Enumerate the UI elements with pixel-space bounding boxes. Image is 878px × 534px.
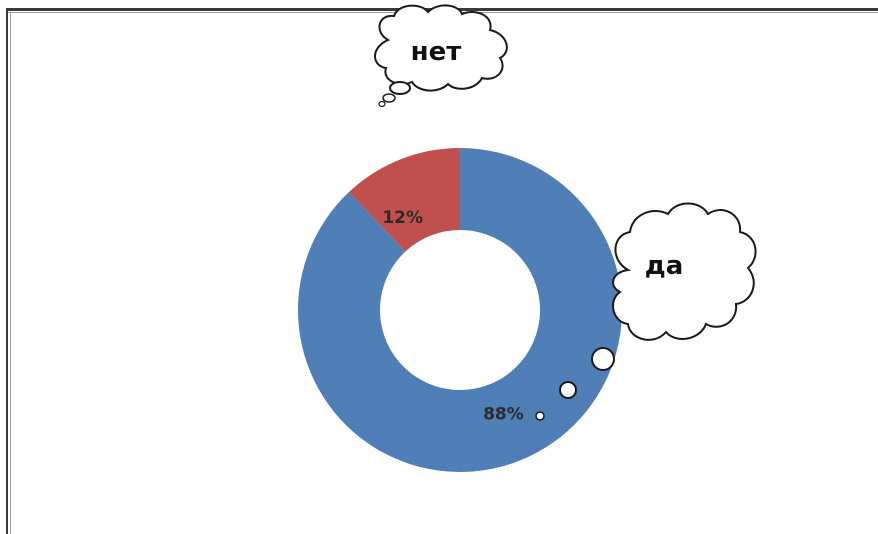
thought-bubble-medium bbox=[559, 381, 577, 399]
callout-cloud-net: нет bbox=[374, 4, 508, 108]
thought-bubble-small bbox=[535, 411, 545, 421]
slice-label-da: да bbox=[645, 251, 684, 281]
slice-label-net: нет bbox=[411, 37, 462, 67]
donut-slice-0 bbox=[298, 148, 622, 472]
thought-bubble-small bbox=[378, 100, 386, 108]
thought-bubble-medium bbox=[382, 93, 396, 103]
cloud-shape-da bbox=[612, 202, 757, 341]
frame-left-inner-border bbox=[10, 12, 11, 534]
slice-value-label-1: 12% bbox=[382, 208, 423, 228]
frame-left-border bbox=[6, 8, 8, 534]
thought-bubble-large bbox=[591, 347, 615, 371]
thought-bubble-large bbox=[389, 81, 411, 95]
donut-slice-1 bbox=[349, 148, 460, 252]
slice-value-label-0: 88% bbox=[483, 405, 524, 425]
callout-cloud-da: да bbox=[535, 202, 757, 421]
chart-slices: 88% 12% bbox=[298, 148, 622, 472]
